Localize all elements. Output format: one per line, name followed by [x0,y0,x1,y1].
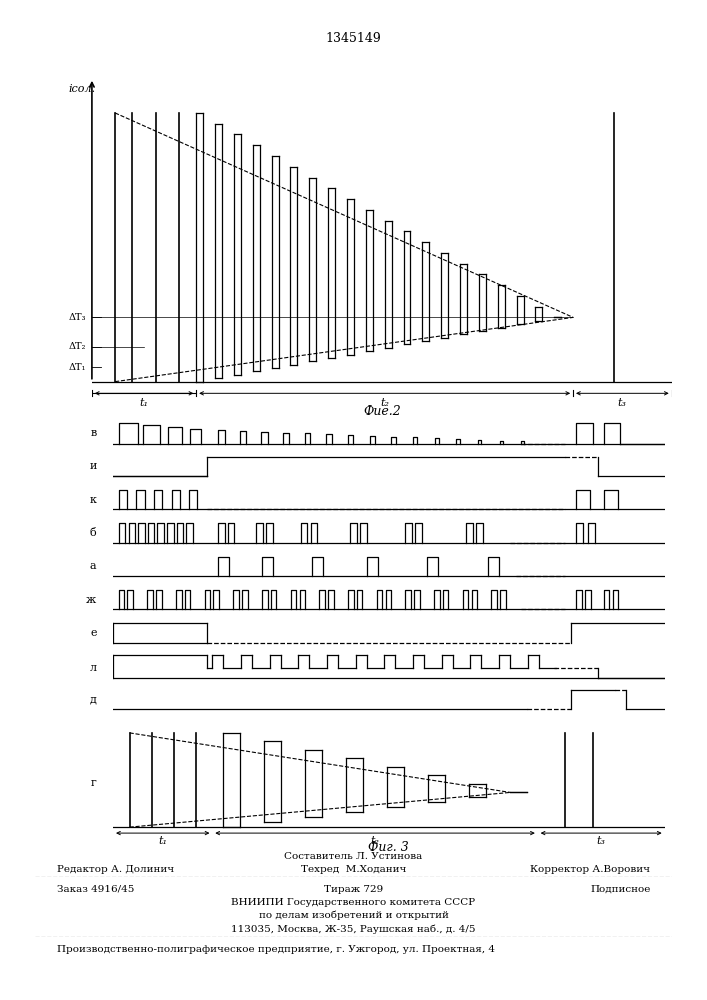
Text: 1345149: 1345149 [326,32,381,45]
Text: Фиг. 3: Фиг. 3 [368,841,409,854]
Text: 113035, Москва, Ж-35, Раушская наб., д. 4/5: 113035, Москва, Ж-35, Раушская наб., д. … [231,924,476,934]
Text: Фие.2: Фие.2 [363,405,401,418]
Text: ВНИИПИ Государственного комитета СССР: ВНИИПИ Государственного комитета СССР [231,898,476,907]
Text: t₁: t₁ [139,398,148,408]
Text: по делам изобретений и открытий: по делам изобретений и открытий [259,911,448,920]
Text: Производственно-полиграфическое предприятие, г. Ужгород, ул. Проектная, 4: Производственно-полиграфическое предприя… [57,945,495,954]
Text: а: а [90,561,97,571]
Text: t₃: t₃ [618,398,627,408]
Text: к: к [90,495,97,505]
Text: е: е [90,628,97,638]
Text: t₁: t₁ [158,836,168,846]
Text: л: л [90,663,97,673]
Text: ΔT₃: ΔT₃ [69,313,86,322]
Text: ΔT₂: ΔT₂ [69,342,86,351]
Text: Подписное: Подписное [590,885,650,894]
Text: Редактор А. Долинич: Редактор А. Долинич [57,865,174,874]
Text: д: д [90,695,97,705]
Text: t₃: t₃ [597,836,606,846]
Text: Заказ 4916/45: Заказ 4916/45 [57,885,134,894]
Text: t₂: t₂ [370,836,380,846]
Text: t₂: t₂ [380,398,389,408]
Text: ΔT₁: ΔT₁ [69,363,86,372]
Text: б: б [90,528,97,538]
Text: Техред  М.Ходанич: Техред М.Ходанич [300,865,407,874]
Text: Составитель Л. Устинова: Составитель Л. Устинова [284,852,423,861]
Text: ж: ж [86,595,97,605]
Text: и: и [89,461,97,471]
Text: г: г [90,778,97,788]
Text: Корректор А.Ворович: Корректор А.Ворович [530,865,650,874]
Text: в: в [90,428,97,438]
Text: iсол.: iсол. [69,84,96,94]
Text: Тираж 729: Тираж 729 [324,885,383,894]
